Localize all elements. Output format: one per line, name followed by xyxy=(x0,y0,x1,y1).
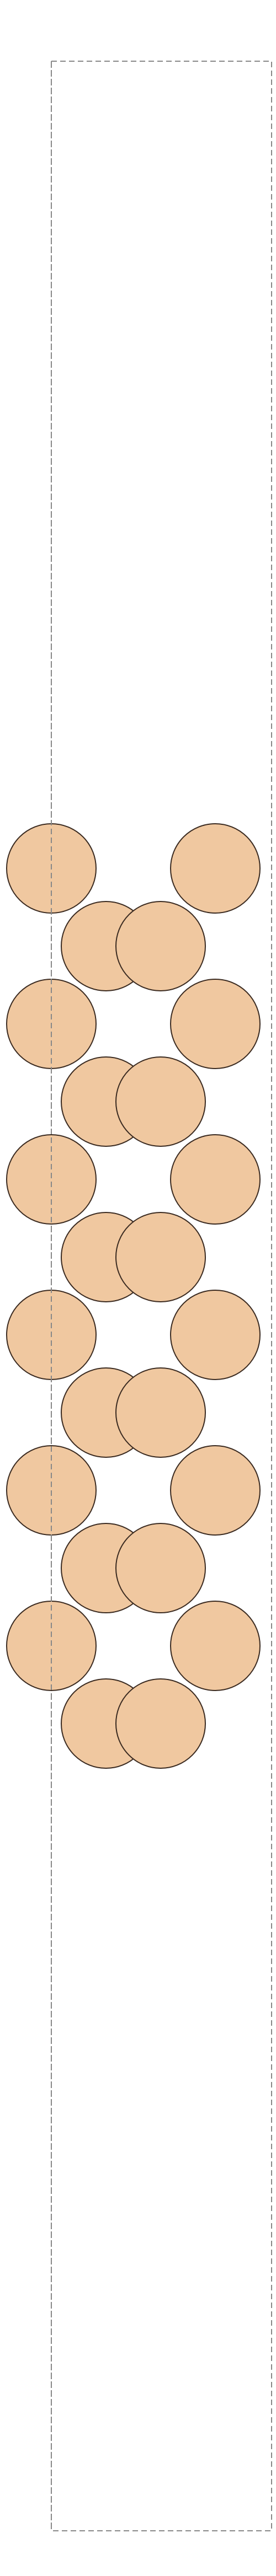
ball xyxy=(115,1678,206,1769)
ball xyxy=(170,823,261,914)
ball-stack xyxy=(6,823,261,1769)
ball xyxy=(115,901,206,991)
ball xyxy=(115,1523,206,1613)
ball xyxy=(170,979,261,1069)
ball xyxy=(115,1367,206,1458)
ball xyxy=(115,1056,206,1147)
ball xyxy=(115,1212,206,1302)
ball xyxy=(170,1445,261,1536)
ball xyxy=(170,1290,261,1380)
ball xyxy=(170,1601,261,1691)
ball xyxy=(6,1134,97,1225)
ball xyxy=(170,1134,261,1225)
container-outline xyxy=(51,61,272,2531)
